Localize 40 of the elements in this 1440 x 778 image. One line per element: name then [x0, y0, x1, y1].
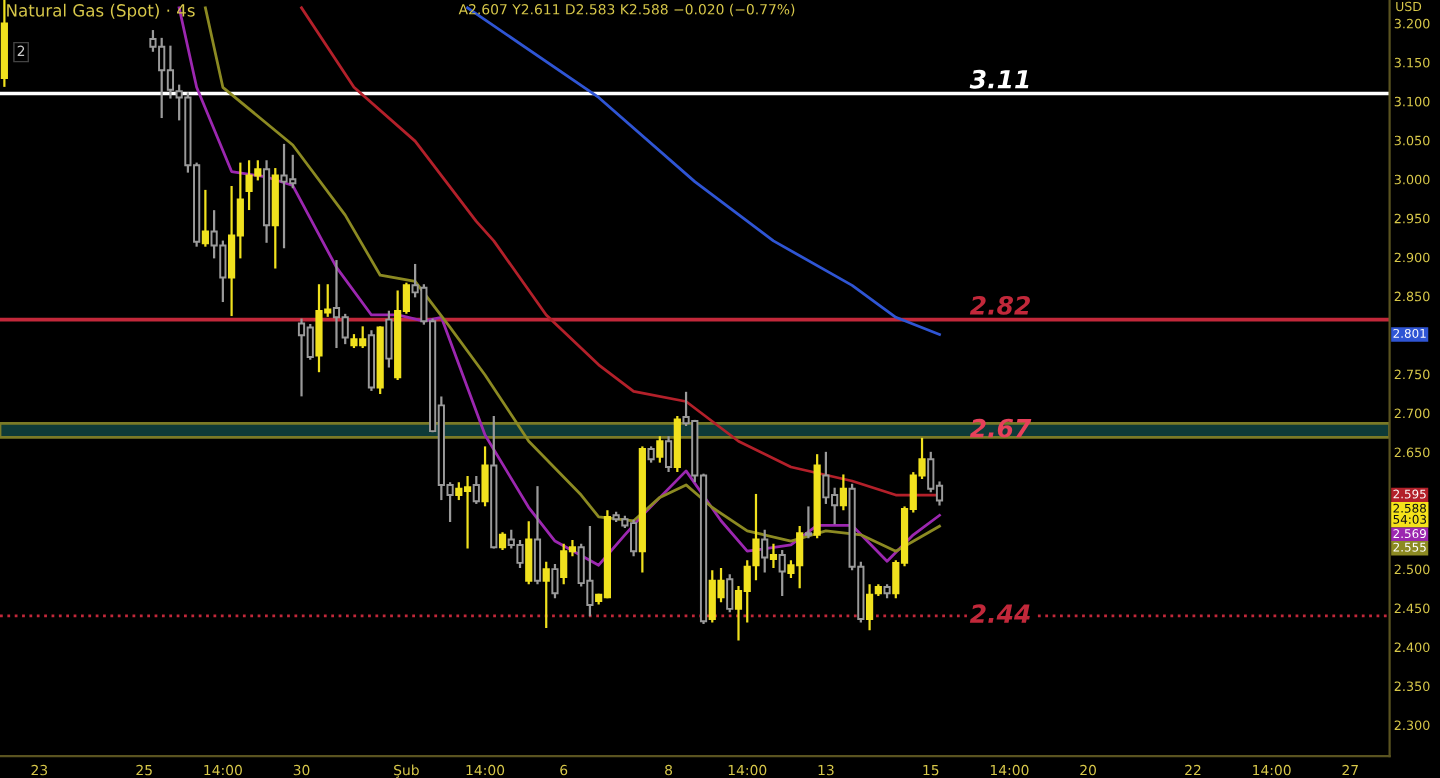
candlestick — [673, 415, 681, 472]
candlestick — [481, 446, 489, 507]
candlestick — [586, 525, 594, 617]
candlestick — [463, 476, 472, 549]
ref-line-label: 2.44 — [969, 604, 1030, 623]
candlestick — [297, 318, 306, 397]
candlestick — [533, 486, 542, 585]
candlestick — [761, 529, 769, 573]
candlestick — [822, 451, 830, 504]
candlestick — [551, 564, 559, 599]
candlestick — [472, 476, 480, 504]
candlestick — [385, 310, 393, 368]
candlestick — [560, 543, 568, 585]
candlestick — [656, 436, 664, 463]
candlestick — [525, 521, 533, 585]
candlestick — [306, 323, 314, 360]
ref-line-label: 2.82 — [969, 295, 1030, 315]
candlestick — [516, 539, 524, 568]
candlestick — [315, 284, 323, 373]
candlestick — [866, 584, 874, 631]
candlestick — [228, 186, 236, 317]
candlestick — [280, 143, 288, 249]
candlestick — [166, 45, 175, 99]
candlestick — [752, 493, 760, 581]
candlestick — [542, 561, 550, 628]
candlestick — [743, 560, 751, 623]
candlestick — [341, 313, 349, 345]
candlestick — [769, 543, 778, 568]
candlestick — [804, 506, 813, 539]
candlestick — [201, 189, 209, 247]
candlestick — [664, 436, 673, 472]
candlestick — [839, 474, 847, 511]
candlestick — [332, 260, 341, 349]
band-label: 2.67 — [969, 418, 1032, 438]
candlestick — [927, 451, 935, 493]
candlestick — [245, 160, 253, 211]
ref-line-label: 3.11 — [969, 69, 1029, 89]
candlestick — [726, 574, 734, 613]
candlestick — [778, 550, 786, 596]
line-series — [300, 6, 941, 497]
